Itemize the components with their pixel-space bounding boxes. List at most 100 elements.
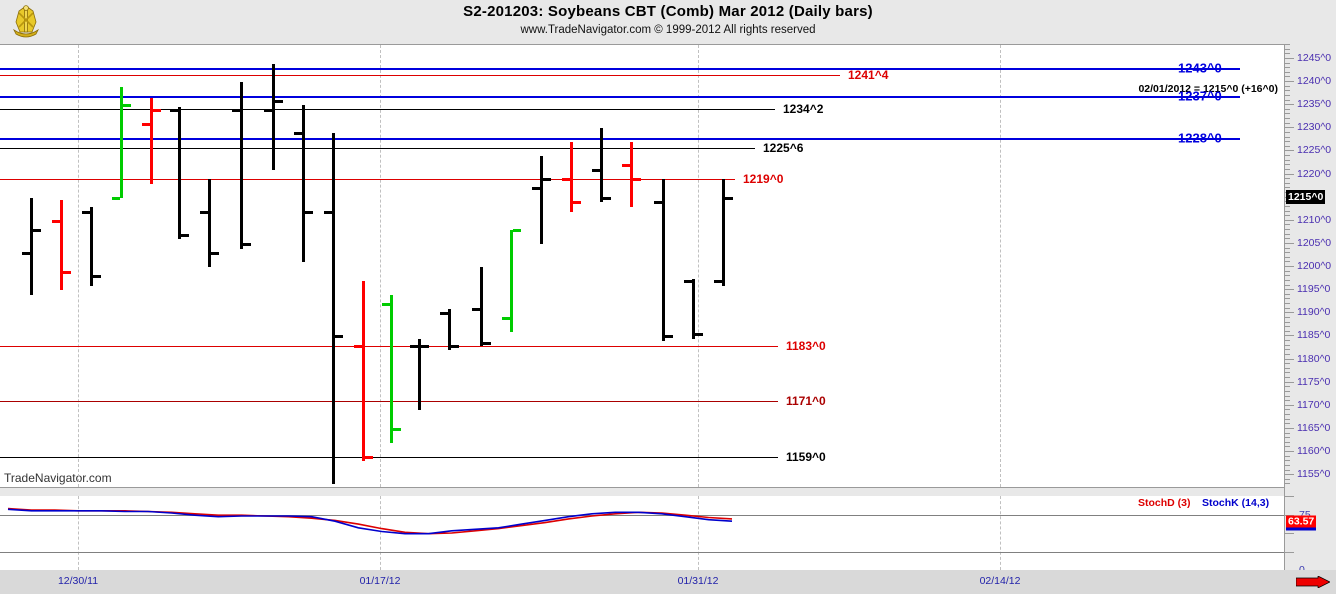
reference-line-label: 1183^0 (786, 338, 826, 353)
reference-line-label: 1159^0 (786, 449, 826, 464)
axis-tick-minor (1285, 141, 1290, 143)
axis-tick (1285, 381, 1294, 383)
reference-line (0, 75, 840, 77)
price-axis-label: 1165^0 (1297, 421, 1331, 434)
price-axis-label: 1195^0 (1297, 283, 1331, 296)
axis-tick-minor (1285, 377, 1290, 378)
axis-tick (1285, 404, 1294, 406)
panel-divider (0, 488, 1284, 496)
gridline-vertical (380, 496, 381, 570)
axis-tick-minor (1285, 414, 1290, 415)
gridline-vertical (380, 45, 381, 487)
price-axis-label: 1170^0 (1297, 398, 1331, 411)
ohlc-open-tick (532, 187, 540, 191)
ohlc-close-tick (695, 333, 703, 337)
price-axis[interactable]: 1245^0 1240^0 1235^0 1230^0 1225^0 1220^0 1210… (1284, 44, 1336, 489)
ohlc-bar[interactable] (570, 142, 573, 212)
ohlc-bar[interactable] (630, 142, 633, 207)
ohlc-bar[interactable] (120, 86, 123, 198)
axis-tick-minor (1285, 372, 1290, 374)
page-title: S2-201203: Soybeans CBT (Comb) Mar 2012 … (463, 3, 873, 20)
resistance-label: 1228^0 (1178, 130, 1222, 145)
date-axis[interactable]: 12/30/11 01/17/12 01/31/12 02/14/12 (0, 570, 1336, 594)
ohlc-open-tick (354, 344, 362, 348)
ohlc-bar[interactable] (90, 206, 93, 286)
ohlc-bar[interactable] (448, 308, 451, 351)
ohlc-open-tick (232, 108, 240, 112)
axis-tick-minor (1285, 437, 1290, 439)
ohlc-bar[interactable] (540, 156, 543, 244)
ohlc-bar[interactable] (240, 82, 243, 249)
reference-line (0, 456, 778, 458)
ohlc-bar[interactable] (332, 132, 335, 485)
ohlc-bar[interactable] (30, 197, 33, 295)
date-axis-label: 02/14/12 (979, 575, 1021, 587)
axis-tick-minor (1285, 90, 1290, 92)
axis-tick (1285, 219, 1294, 221)
axis-tick-minor (1285, 353, 1290, 355)
ohlc-open-tick (170, 108, 178, 112)
axis-tick-minor (1285, 441, 1290, 443)
ohlc-bar[interactable] (208, 179, 211, 267)
axis-tick-minor (1285, 326, 1290, 328)
ohlc-bar[interactable] (418, 338, 421, 411)
reference-line (0, 345, 778, 347)
axis-tick-minor (1285, 363, 1290, 365)
red-arrow-icon[interactable] (1296, 576, 1330, 588)
ohlc-close-tick (243, 242, 251, 246)
ohlc-close-tick (393, 427, 401, 431)
ohlc-bar[interactable] (272, 63, 275, 170)
ohlc-bar[interactable] (362, 280, 365, 462)
ohlc-open-tick (382, 303, 390, 306)
ohlc-bar[interactable] (662, 179, 665, 341)
ohlc-bar[interactable] (510, 230, 513, 332)
ohlc-close-tick (603, 196, 611, 200)
axis-tick (1285, 81, 1294, 82)
ohlc-bar[interactable] (600, 128, 603, 203)
axis-tick-minor (1285, 76, 1290, 78)
ohlc-bar[interactable] (150, 98, 153, 184)
stochastic-panel[interactable]: StochD (3) StochK (14,3) (0, 496, 1284, 570)
axis-tick-minor (1285, 44, 1290, 45)
chart-header: S2-201203: Soybeans CBT (Comb) Mar 2012 … (0, 0, 1336, 44)
ohlc-bar[interactable] (302, 105, 305, 263)
reference-line-label: 1234^2 (783, 101, 824, 116)
ohlc-open-tick (684, 279, 692, 283)
ohlc-bar[interactable] (722, 179, 725, 286)
ohlc-open-tick (622, 164, 630, 168)
ohlc-bar[interactable] (480, 267, 483, 346)
axis-tick-minor (1285, 252, 1290, 254)
axis-tick-minor (1285, 340, 1290, 341)
ohlc-bar[interactable] (178, 107, 181, 240)
axis-tick-minor (1285, 395, 1290, 397)
axis-tick-minor (1285, 67, 1290, 69)
axis-tick-minor (1285, 344, 1290, 346)
ohlc-close-tick (63, 270, 71, 274)
axis-tick (1285, 242, 1294, 244)
axis-tick-minor (1285, 247, 1290, 249)
axis-tick (1285, 104, 1294, 106)
axis-tick (1285, 127, 1294, 129)
axis-tick-minor (1285, 275, 1290, 277)
ohlc-bar[interactable] (390, 294, 393, 443)
axis-tick-minor (1285, 94, 1290, 96)
stochastic-axis[interactable]: 75063.57 (1284, 488, 1336, 576)
axis-tick-minor (1285, 330, 1290, 332)
sextant-logo-icon (6, 2, 46, 42)
price-axis-label: 1200^0 (1297, 260, 1332, 272)
ohlc-close-tick (211, 252, 219, 256)
axis-tick-minor (1285, 446, 1290, 448)
axis-tick-minor (1285, 238, 1290, 240)
price-axis-label: 1225^0 (1297, 144, 1332, 157)
reference-line-label: 1219^0 (743, 172, 784, 187)
axis-tick-minor (1285, 284, 1290, 286)
price-axis-label: 1185^0 (1297, 329, 1331, 342)
ohlc-close-tick (543, 178, 551, 182)
axis-tick-minor (1285, 321, 1290, 323)
axis-tick-minor (1285, 316, 1290, 318)
ohlc-bar[interactable] (692, 278, 695, 339)
ohlc-bar[interactable] (60, 199, 63, 291)
reference-line (0, 179, 735, 181)
price-chart-panel[interactable]: 02/01/2012 = 1215^0 (+16^0) TradeNavigat… (0, 44, 1284, 488)
axis-tick (1285, 427, 1294, 429)
